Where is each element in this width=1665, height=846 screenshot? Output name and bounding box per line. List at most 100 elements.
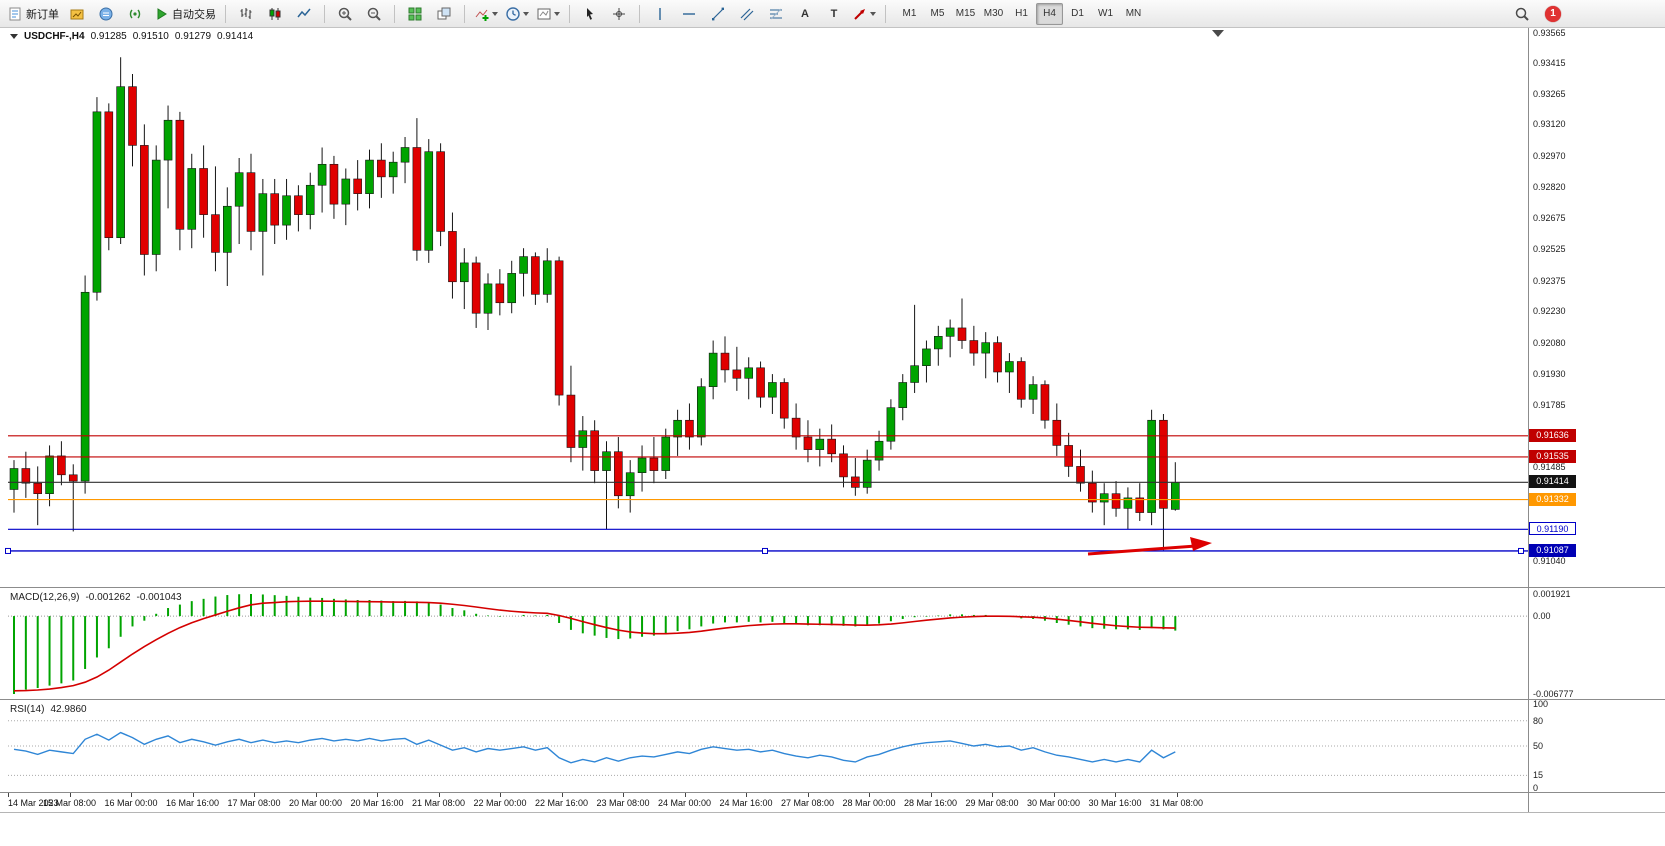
zoom-out-button[interactable]	[360, 3, 388, 25]
tile-windows-icon	[408, 7, 422, 20]
new-order-label: 新订单	[26, 8, 59, 21]
time-tick	[992, 793, 993, 797]
indicators-button[interactable]	[471, 3, 501, 25]
candlestick-chart-icon	[269, 7, 281, 20]
crosshair-button[interactable]	[605, 3, 633, 25]
timeframe-button-M5[interactable]: M5	[930, 7, 945, 19]
price-chart-canvas[interactable]	[0, 28, 1528, 588]
line-selection-handle[interactable]	[1518, 547, 1524, 554]
toolbar-separator	[394, 4, 395, 23]
price-gridline-label: 0.91485	[1533, 462, 1566, 473]
time-label: 20 Mar 16:00	[350, 798, 404, 808]
timeframe-button-H4[interactable]: H4	[1036, 2, 1063, 25]
dropdown-caret-icon	[870, 11, 876, 16]
navigator-button[interactable]	[121, 3, 149, 25]
text-tool-button[interactable]: A	[791, 3, 819, 25]
templates-button[interactable]	[533, 3, 563, 25]
rsi-axis-label: 80	[1533, 715, 1544, 726]
time-tick	[192, 793, 194, 797]
line-selection-handle[interactable]	[5, 547, 11, 554]
price-gridline-label: 0.93415	[1533, 57, 1566, 68]
search-icon	[1515, 7, 1529, 21]
bar-chart-icon	[240, 7, 252, 19]
bar-chart-button[interactable]	[232, 3, 260, 25]
line-chart-button[interactable]	[290, 3, 318, 25]
price-tag-0.91087[interactable]: 0.91087	[1529, 543, 1576, 557]
data-window-button[interactable]	[92, 3, 120, 25]
time-label: 14 Mar 2023	[8, 798, 59, 808]
arrow-annotation-head[interactable]	[1190, 537, 1212, 551]
pane-separator[interactable]	[0, 699, 1665, 700]
macd-signal-value: -0.001043	[136, 592, 182, 603]
time-label: 24 Mar 16:00	[719, 798, 773, 808]
toolbar: 新订单 自动交易	[0, 0, 1665, 28]
arrow-annotation[interactable]	[1087, 544, 1197, 556]
timeframe-button-M30[interactable]: M30	[983, 7, 1004, 19]
label-tool-button[interactable]: T	[820, 3, 848, 25]
auto-trading-button[interactable]: 自动交易	[150, 3, 219, 25]
time-label: 30 Mar 16:00	[1088, 798, 1142, 808]
time-label: 28 Mar 00:00	[842, 798, 896, 808]
cascade-windows-button[interactable]	[430, 3, 458, 25]
new-order-button[interactable]: 新订单	[4, 3, 62, 25]
fibonacci-icon	[770, 8, 782, 19]
zoom-in-button[interactable]	[331, 3, 359, 25]
cursor-button[interactable]	[576, 3, 604, 25]
pane-separator[interactable]	[0, 587, 1665, 588]
crosshair-icon	[613, 7, 625, 20]
fibonacci-tool-button[interactable]	[762, 3, 790, 25]
high-value: 0.91510	[132, 31, 169, 42]
periods-button[interactable]	[502, 3, 532, 25]
time-tick	[500, 793, 501, 797]
horizontal-line-tool-button[interactable]	[675, 3, 703, 25]
price-tag-0.91190[interactable]: 0.91190	[1529, 522, 1576, 536]
macd-name: MACD(12,26,9)	[10, 592, 80, 603]
price-tag-0.91414[interactable]: 0.91414	[1529, 475, 1576, 489]
rsi-line	[13, 731, 1176, 764]
price-axis[interactable]: 0.93565 0.93415 0.93265 0.93120 0.92970 0.928…	[1528, 28, 1665, 812]
symbol-menu-icon[interactable]	[10, 34, 18, 39]
shapes-tool-button[interactable]	[849, 3, 879, 25]
timeframe-button-M1[interactable]: M1	[902, 7, 917, 19]
price-tag-0.91636[interactable]: 0.91636	[1529, 428, 1576, 442]
time-tick	[315, 793, 317, 797]
trendline-tool-button[interactable]	[704, 3, 732, 25]
cascade-windows-icon	[437, 7, 451, 19]
price-gridline-label: 0.92375	[1533, 275, 1566, 286]
pane-separator	[0, 792, 1665, 793]
market-watch-button[interactable]	[63, 3, 91, 25]
notifications-badge[interactable]: 1	[1545, 5, 1561, 22]
time-tick	[254, 793, 255, 797]
macd-canvas[interactable]	[0, 588, 1528, 700]
line-selection-handle[interactable]	[762, 547, 768, 554]
vertical-line-tool-button[interactable]	[646, 3, 674, 25]
tile-windows-button[interactable]	[401, 3, 429, 25]
chart-shift-marker[interactable]	[1212, 30, 1224, 37]
timeframe-button-W1[interactable]: W1	[1098, 7, 1113, 19]
axis-vertical-border	[1528, 28, 1529, 812]
timeframe-button-M15[interactable]: M15	[955, 7, 976, 19]
time-axis[interactable]: 14 Mar 2023 15 Mar 08:00 16 Mar 00:00 16 Ma…	[0, 793, 1528, 812]
timeframe-button-H1[interactable]: H1	[1015, 7, 1028, 19]
price-gridline-label: 0.92230	[1533, 306, 1566, 317]
time-tick	[8, 793, 9, 797]
price-tag-0.91535[interactable]: 0.91535	[1529, 449, 1576, 463]
template-icon	[537, 8, 551, 19]
rsi-canvas[interactable]	[0, 700, 1528, 792]
time-tick	[1115, 793, 1116, 797]
macd-header: MACD(12,26,9) -0.001262 -0.001043	[10, 592, 182, 603]
price-tag-0.91332[interactable]: 0.91332	[1529, 492, 1576, 506]
candlestick-chart-button[interactable]	[261, 3, 289, 25]
price-gridline-label: 0.91040	[1533, 555, 1566, 566]
time-label: 20 Mar 00:00	[288, 798, 343, 808]
timeframe-button-D1[interactable]: D1	[1071, 7, 1084, 19]
timeframe-button-MN[interactable]: MN	[1125, 7, 1142, 19]
channel-tool-button[interactable]	[733, 3, 761, 25]
time-tick	[1053, 793, 1055, 797]
time-label: 24 Mar 00:00	[657, 798, 712, 808]
search-button[interactable]	[1508, 3, 1536, 25]
time-label: 16 Mar 16:00	[165, 798, 220, 808]
time-tick	[561, 793, 563, 797]
time-tick	[1176, 793, 1178, 797]
